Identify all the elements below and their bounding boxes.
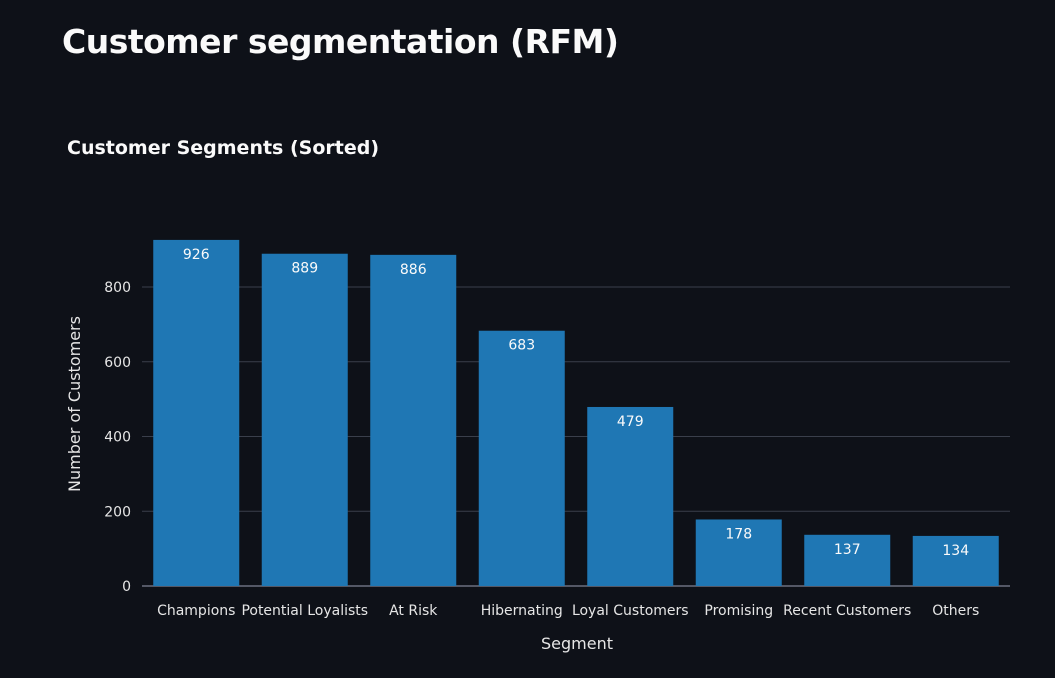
data-label: 479 [617,414,644,430]
data-labels: 926 889 886 683 479 178 137 134 [183,247,969,559]
chart-title: Customer Segments (Sorted) [67,137,379,159]
x-tick-label: Promising [704,603,773,619]
x-tick-label: Others [932,603,979,619]
bar-others[interactable] [912,535,999,586]
x-tick-label: Recent Customers [783,603,911,619]
y-axis-title: Number of Customers [65,316,84,492]
bar-recent-customers[interactable] [804,534,891,586]
x-tick-label: Champions [157,603,235,619]
page-title: Customer segmentation (RFM) [62,22,619,61]
bar-promising[interactable] [695,519,782,586]
x-tick-labels: Champions Potential Loyalists At Risk Hiber… [157,603,979,619]
data-label: 134 [942,543,969,559]
data-label: 889 [291,261,318,277]
bar-potential-loyalists[interactable] [261,253,348,586]
data-label: 683 [508,338,535,354]
y-tick-labels: 0 200 400 600 800 [104,280,131,595]
bars [153,239,999,587]
x-tick-label: Hibernating [481,603,563,619]
data-label: 137 [834,542,861,558]
y-tick-label: 600 [104,355,131,371]
data-label: 926 [183,247,210,263]
x-axis-title: Segment [541,634,613,653]
y-tick-label: 0 [122,579,131,595]
bar-hibernating[interactable] [478,330,565,586]
x-tick-label: At Risk [389,603,438,619]
data-label: 886 [400,262,427,278]
x-tick-label: Potential Loyalists [241,603,368,619]
data-label: 178 [725,526,752,542]
bar-loyal-customers[interactable] [587,406,674,586]
y-tick-label: 200 [104,504,131,520]
y-tick-label: 400 [104,430,131,446]
bar-champions[interactable] [153,239,240,586]
y-tick-label: 800 [104,280,131,296]
bar-at-risk[interactable] [370,254,457,587]
x-tick-label: Loyal Customers [572,603,689,619]
